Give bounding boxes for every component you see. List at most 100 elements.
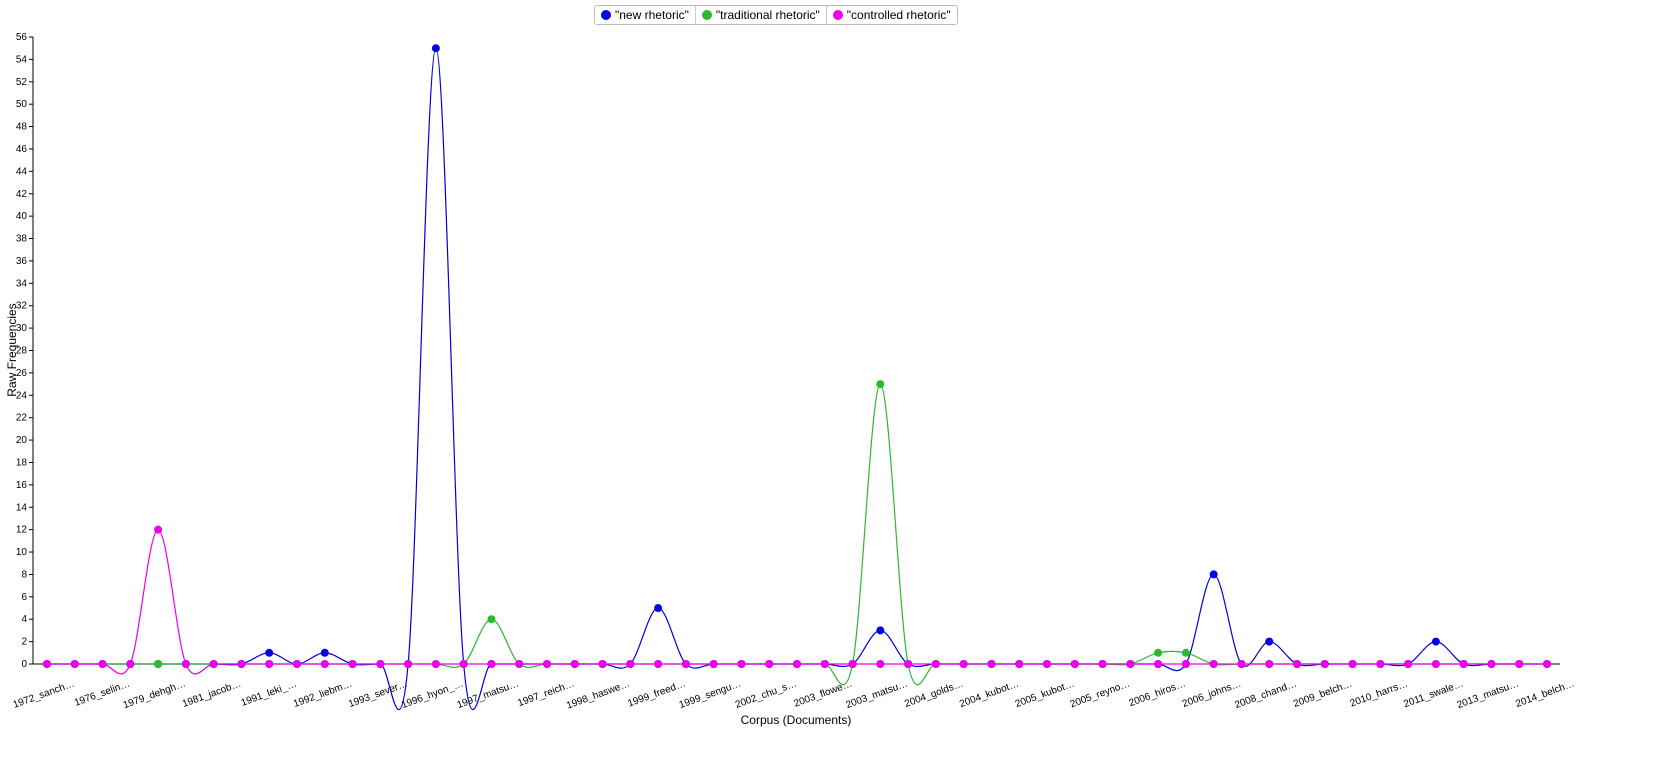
data-point [793, 660, 801, 668]
data-point [265, 660, 274, 668]
y-tick-label: 16 [16, 480, 28, 491]
data-point [1265, 637, 1274, 646]
legend-label: "traditional rhetoric" [715, 8, 820, 22]
legend-item[interactable]: "traditional rhetoric" [696, 6, 827, 24]
data-point [1543, 660, 1551, 668]
y-tick-label: 46 [16, 144, 28, 155]
data-point [404, 660, 413, 668]
x-tick-label: 2014_belch… [1514, 678, 1576, 709]
x-axis-label: Corpus (Documents) [741, 713, 852, 727]
data-point [1348, 660, 1357, 668]
y-tick-label: 44 [16, 166, 28, 177]
legend-item[interactable]: "new rhetoric" [595, 6, 696, 24]
data-point [209, 660, 218, 668]
data-point [1181, 648, 1190, 657]
y-tick-label: 22 [16, 413, 28, 424]
data-point [1070, 660, 1079, 668]
x-tick-label: 2013_matsu… [1456, 678, 1521, 711]
y-tick-label: 14 [16, 502, 28, 513]
x-tick-label: 1998_haswe… [565, 678, 631, 711]
data-point [876, 660, 885, 668]
data-point [98, 660, 107, 668]
x-tick-label: 2002_chu_s… [734, 678, 798, 710]
y-tick-label: 50 [16, 99, 28, 110]
data-point [1015, 660, 1024, 668]
data-point [487, 615, 496, 624]
data-point [876, 626, 885, 635]
x-tick-label: 2011_swale… [1402, 678, 1465, 710]
y-tick-label: 4 [21, 614, 27, 625]
x-tick-label: 1979_dehgh… [122, 678, 187, 711]
data-point [654, 660, 663, 668]
data-point [876, 380, 885, 389]
x-tick-label: 2005_kubot… [1014, 678, 1076, 710]
data-point [1320, 660, 1329, 668]
x-tick-label: 2010_harrs… [1349, 678, 1410, 709]
x-tick-label: 2005_reyno… [1069, 678, 1132, 710]
data-point [570, 660, 579, 668]
x-tick-label: 1996_hyon_… [400, 678, 465, 711]
data-point [1154, 660, 1163, 668]
data-point [265, 648, 274, 657]
y-tick-label: 18 [16, 457, 28, 468]
y-tick-label: 26 [16, 368, 28, 379]
y-tick-label: 30 [16, 323, 28, 334]
data-point [1487, 660, 1496, 668]
data-point [320, 660, 329, 668]
y-tick-label: 34 [16, 278, 28, 289]
data-point [515, 660, 524, 668]
y-tick-label: 28 [16, 346, 28, 357]
y-tick-label: 38 [16, 234, 28, 245]
data-point [1431, 637, 1440, 646]
y-tick-label: 52 [16, 77, 28, 88]
x-tick-label: 1999_freed… [626, 678, 687, 709]
y-tick-label: 6 [21, 592, 27, 603]
data-point [181, 660, 190, 668]
data-point [987, 660, 996, 668]
legend: "new rhetoric" "traditional rhetoric" "con… [594, 5, 958, 25]
legend-swatch [701, 10, 712, 20]
x-tick-label: 2004_kubot… [958, 678, 1020, 710]
data-point [348, 660, 357, 668]
data-point [320, 648, 329, 657]
x-tick-label: 1991_leki_… [240, 678, 299, 708]
data-point [431, 44, 440, 53]
data-point [654, 604, 663, 613]
x-tick-label: 2006_johns… [1181, 678, 1243, 709]
data-point [626, 660, 635, 668]
data-point [1265, 660, 1274, 668]
data-point [487, 660, 496, 668]
data-point [1431, 660, 1440, 668]
data-point [293, 660, 301, 668]
data-point [598, 660, 607, 668]
x-tick-label: 2004_golds… [903, 678, 965, 709]
data-point [1126, 660, 1135, 668]
y-tick-label: 8 [21, 569, 27, 580]
data-point [1098, 660, 1107, 668]
data-point [459, 660, 468, 668]
data-point [1293, 660, 1301, 668]
legend-label: "new rhetoric" [615, 8, 689, 22]
data-point [1404, 660, 1413, 668]
x-tick-label: 2003_flowe… [793, 678, 854, 709]
series-line [47, 47, 1547, 711]
data-point [1154, 648, 1163, 657]
data-point [765, 660, 774, 668]
legend-swatch [601, 10, 611, 20]
y-tick-label: 42 [16, 189, 28, 200]
data-point [543, 660, 551, 668]
legend-item[interactable]: "controlled rhetoric" [827, 6, 957, 24]
data-point [959, 660, 968, 668]
data-point [737, 660, 746, 668]
y-tick-label: 36 [16, 256, 28, 267]
data-point [1515, 660, 1524, 668]
data-point [1237, 660, 1246, 668]
y-tick-label: 48 [16, 122, 28, 133]
x-tick-label: 1992_liebm… [292, 678, 354, 709]
data-point [126, 660, 135, 668]
data-point [154, 660, 163, 668]
data-point [709, 660, 718, 668]
y-tick-label: 2 [21, 637, 27, 648]
y-tick-label: 24 [16, 390, 28, 401]
